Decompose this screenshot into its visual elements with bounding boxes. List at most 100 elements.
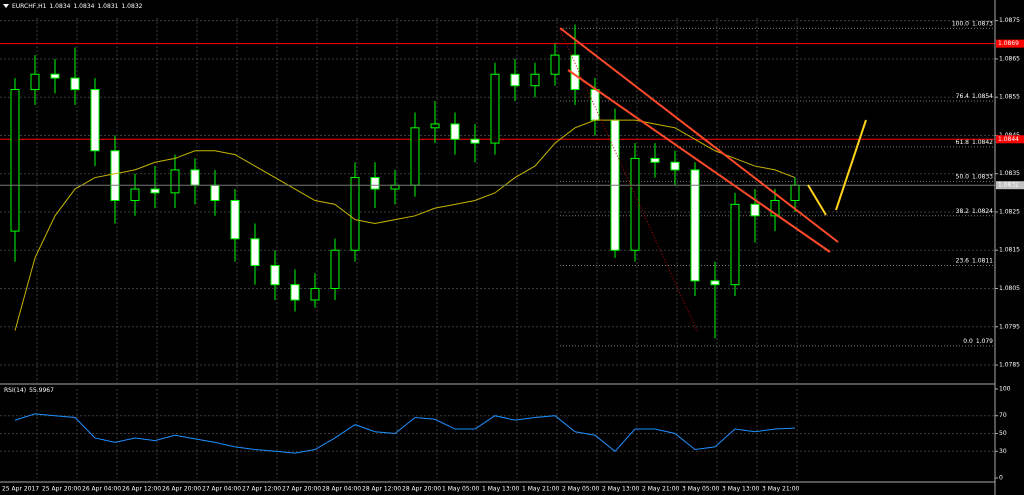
x-tick-label: 1 May 21:00 <box>522 486 560 493</box>
candle-body <box>10 89 20 232</box>
candle-body <box>750 203 760 217</box>
x-tick-label: 28 Apr 04:00 <box>322 486 361 493</box>
candle-body <box>350 177 360 251</box>
x-tick-label: 27 Apr 12:00 <box>242 486 281 493</box>
candle-body <box>290 284 300 301</box>
rsi-line <box>14 413 796 454</box>
candle-body <box>110 150 120 201</box>
x-tick-label: 28 Apr 12:00 <box>362 486 401 493</box>
fib-label-part: 23.6 <box>956 257 970 264</box>
trend-line <box>559 27 839 243</box>
fib-label-part: 61.8 <box>956 138 970 145</box>
candle-body <box>130 188 140 202</box>
x-tick-label: 1 May 13:00 <box>482 486 520 493</box>
projection-arrow <box>835 119 867 211</box>
chart-title-part: 1.0832 <box>121 3 142 10</box>
fib-label-part: 1.0833 <box>972 173 993 180</box>
candle-body <box>550 54 560 75</box>
x-tick-label: 3 May 13:00 <box>722 486 760 493</box>
fib-label-part: 1.0824 <box>972 207 993 214</box>
fib-label-part: 1.0842 <box>972 138 993 145</box>
chart-title-part: 1.0834 <box>73 3 94 10</box>
x-tick-label: 26 Apr 04:00 <box>82 486 121 493</box>
candle-body <box>210 184 220 201</box>
fib-label: 23.6 1.0811 <box>956 257 994 264</box>
title-marker <box>3 4 9 8</box>
chart-title-part: 1.0831 <box>97 3 118 10</box>
candle-body <box>150 188 160 194</box>
candle-body <box>670 161 680 171</box>
y-tick-label: 1.0815 <box>999 247 1020 254</box>
candle-body <box>50 73 60 79</box>
x-tick-label: 1 May 05:00 <box>442 486 480 493</box>
candle-body <box>430 123 440 129</box>
price-level-tag <box>996 135 1024 144</box>
rsi-tick-label: 100 <box>999 386 1011 393</box>
fib-label: 50.0 1.0833 <box>956 173 994 180</box>
y-tick-label: 1.0865 <box>999 55 1020 62</box>
fib-label-part: 38.2 <box>956 207 970 214</box>
candle-body <box>170 169 180 194</box>
candle-body <box>590 89 600 121</box>
rsi-tick-label: 0 <box>999 475 1003 482</box>
y-tick-label: 1.0855 <box>999 94 1020 101</box>
x-tick-label: 26 Apr 12:00 <box>122 486 161 493</box>
y-tick-label: 1.0835 <box>999 170 1020 177</box>
candle-body <box>490 73 500 144</box>
candle-body <box>190 169 200 186</box>
y-tick-label: 1.0825 <box>999 208 1020 215</box>
fib-label-part: 1.0811 <box>972 257 993 264</box>
fib-label-part: 1.0873 <box>972 20 993 27</box>
candle-body <box>310 287 320 301</box>
rsi-title-part: 55.9967 <box>29 387 54 394</box>
candle-body <box>270 265 280 286</box>
fib-label: 0.0 1.079 <box>963 337 993 344</box>
candle-body <box>370 177 380 190</box>
fib-label-part: 76.4 <box>956 93 970 100</box>
rsi-tick-label: 50 <box>999 430 1007 437</box>
price-level-label: 1.0844 <box>998 136 1019 143</box>
y-tick-label: 1.0785 <box>999 362 1020 369</box>
y-tick-label: 1.0795 <box>999 323 1020 330</box>
candle-body <box>470 138 480 144</box>
x-tick-label: 27 Apr 04:00 <box>202 486 241 493</box>
chart-title: EURCHF,H1 1.0834 1.0834 1.0831 1.0832 <box>12 3 143 10</box>
rsi-tick-label: 30 <box>999 448 1007 455</box>
candle-body <box>530 73 540 87</box>
x-tick-label: 2 May 13:00 <box>602 486 640 493</box>
price-level-tag <box>996 39 1024 48</box>
candle-body <box>630 157 640 251</box>
candle-body <box>710 280 720 286</box>
candle-body <box>30 73 40 91</box>
candle-body <box>770 200 780 217</box>
y-tick-label: 1.0805 <box>999 285 1020 292</box>
candle-body <box>410 127 420 186</box>
fib-label: 100.0 1.0873 <box>952 20 993 27</box>
rsi-title: RSI(14) 55.9967 <box>4 387 54 394</box>
candle-body <box>330 249 340 289</box>
x-tick-label: 28 Apr 20:00 <box>402 486 441 493</box>
candle-body <box>510 73 520 87</box>
fib-label-part: 50.0 <box>956 173 970 180</box>
trend-line <box>567 69 831 253</box>
fib-label-part: 1.0854 <box>972 93 993 100</box>
candle-body <box>90 89 100 152</box>
last-price-label: 1.0832 <box>998 182 1019 189</box>
last-price-tag <box>996 181 1024 190</box>
x-tick-label: 3 May 05:00 <box>682 486 720 493</box>
x-tick-label: 3 May 21:00 <box>762 486 800 493</box>
candle-body <box>790 184 800 201</box>
rsi-tick-label: 70 <box>999 412 1007 419</box>
x-tick-label: 2 May 21:00 <box>642 486 680 493</box>
fib-label: 61.8 1.0842 <box>956 138 994 145</box>
fib-label: 38.2 1.0824 <box>956 207 994 214</box>
y-tick-label: 1.0875 <box>999 17 1020 24</box>
candle-body <box>390 184 400 190</box>
candle-body <box>730 203 740 286</box>
moving-average <box>14 119 796 331</box>
candle-body <box>70 77 80 91</box>
x-tick-label: 2 May 05:00 <box>562 486 600 493</box>
candle-body <box>250 238 260 267</box>
x-tick-label: 25 Apr 2017 <box>2 486 39 493</box>
